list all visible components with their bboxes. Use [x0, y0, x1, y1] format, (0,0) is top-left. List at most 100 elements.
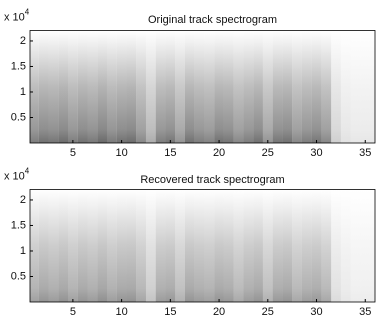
spectrogram-column — [282, 31, 292, 144]
spectrogram-column — [30, 31, 39, 144]
spectrogram-column — [243, 190, 253, 303]
spectrogram-column — [126, 31, 136, 144]
spectrogram-column — [195, 190, 205, 303]
spectrogram-column — [68, 190, 78, 303]
y-tick-label: 0.5 — [11, 111, 26, 123]
spectrogram-column — [195, 31, 205, 144]
spectrogram-column — [49, 31, 59, 144]
spectrogram-column — [204, 31, 214, 144]
spectrogram-column — [360, 31, 370, 144]
spectrogram-column — [331, 31, 341, 144]
spectrogram-column — [370, 190, 375, 303]
spectrogram-column — [185, 190, 195, 303]
spectrogram-column — [253, 190, 263, 303]
spectrogram-column — [302, 31, 312, 144]
spectrogram-column — [341, 190, 351, 303]
spectrogram-column — [292, 31, 302, 144]
spectrogram-column — [78, 190, 88, 303]
spectrogram-column — [331, 190, 341, 303]
y-multiplier-exponent: 4 — [25, 8, 30, 17]
y-multiplier: x 104 — [4, 167, 30, 183]
spectrogram-column — [204, 190, 214, 303]
y-tick-label: 1 — [20, 86, 26, 98]
spectrogram-column — [30, 190, 39, 303]
y-tick-label: 0.5 — [11, 270, 26, 282]
spectrogram-column — [136, 31, 146, 144]
y-tick-label: 2 — [20, 35, 26, 47]
spectrogram-column — [282, 190, 292, 303]
spectrogram-column — [321, 190, 331, 303]
spectrogram-column — [185, 31, 195, 144]
spectrogram-column — [302, 190, 312, 303]
y-multiplier-base: x 10 — [4, 170, 25, 182]
spectrogram-column — [88, 190, 98, 303]
x-tick-label: 35 — [359, 306, 371, 315]
x-tick-label: 10 — [115, 306, 127, 315]
spectrogram-column — [126, 190, 136, 303]
spectrogram-column — [165, 190, 175, 303]
spectrogram-column — [234, 31, 244, 144]
spectrogram-column — [117, 31, 127, 144]
x-tick-label: 10 — [115, 147, 127, 159]
spectrogram-column — [263, 31, 273, 144]
spectrogram-column — [224, 31, 234, 144]
spectrogram-column — [136, 190, 146, 303]
spectrogram-column — [253, 31, 263, 144]
x-tick-label: 35 — [359, 147, 371, 159]
spectrogram-column — [58, 190, 68, 303]
x-tick-label: 5 — [70, 147, 76, 159]
spectrogram-column — [97, 190, 107, 303]
spectrogram-column — [243, 31, 253, 144]
spectrogram-column — [273, 190, 283, 303]
spectrogram-column — [351, 190, 361, 303]
spectrogram-column — [214, 31, 224, 144]
spectrogram-column — [224, 190, 234, 303]
y-multiplier-exponent: 4 — [25, 167, 30, 176]
spectrogram-column — [360, 190, 370, 303]
x-tick-label: 25 — [262, 147, 274, 159]
x-tick-label: 30 — [310, 306, 322, 315]
spectrogram-column — [97, 31, 107, 144]
figure: 51015202530350.511.52x 104Original track… — [0, 0, 378, 315]
spectrogram-column — [68, 31, 78, 144]
chart-title: Recovered track spectrogram — [140, 174, 284, 186]
spectrogram-column — [156, 31, 166, 144]
spectrogram-column — [341, 31, 351, 144]
spectrogram-column — [107, 190, 117, 303]
y-multiplier: x 104 — [4, 8, 30, 24]
spectrogram-column — [321, 31, 331, 144]
x-tick-label: 25 — [262, 306, 274, 315]
spectrogram-column — [39, 31, 49, 144]
x-tick-label: 20 — [213, 147, 225, 159]
x-tick-label: 30 — [310, 147, 322, 159]
spectrogram-column — [234, 190, 244, 303]
spectrogram-column — [175, 190, 185, 303]
spectrogram-column — [39, 190, 49, 303]
spectrogram-column — [49, 190, 59, 303]
y-tick-label: 1.5 — [11, 60, 26, 72]
spectrogram-column — [263, 190, 273, 303]
spectrogram-column — [273, 31, 283, 144]
spectrogram-column — [107, 31, 117, 144]
spectrogram-column — [351, 31, 361, 144]
chart-title: Original track spectrogram — [148, 14, 277, 26]
spectrogram-column — [78, 31, 88, 144]
x-tick-label: 15 — [164, 147, 176, 159]
y-multiplier-base: x 10 — [4, 11, 25, 23]
spectrogram-column — [117, 190, 127, 303]
spectrogram-column — [156, 190, 166, 303]
y-tick-label: 2 — [20, 194, 26, 206]
y-tick-label: 1 — [20, 245, 26, 257]
spectrogram-column — [175, 31, 185, 144]
spectrogram-column — [312, 190, 322, 303]
spectrogram-column — [146, 190, 156, 303]
spectrogram-column — [88, 31, 98, 144]
y-tick-label: 1.5 — [11, 219, 26, 231]
spectrogram-column — [312, 31, 322, 144]
x-tick-label: 20 — [213, 306, 225, 315]
spectrogram-column — [146, 31, 156, 144]
spectrogram-column — [370, 31, 375, 144]
spectrogram-column — [58, 31, 68, 144]
x-tick-label: 5 — [70, 306, 76, 315]
spectrogram-column — [292, 190, 302, 303]
